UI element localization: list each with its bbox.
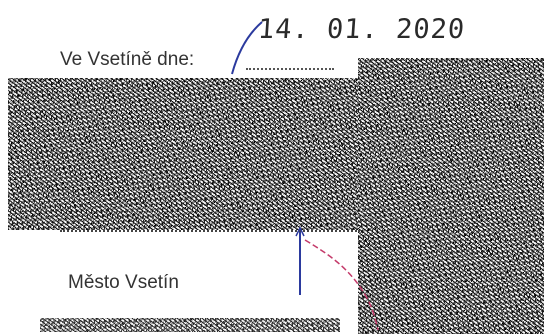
redacted-footer bbox=[40, 318, 340, 332]
redacted-area bbox=[8, 78, 366, 230]
signatory-name: Město Vsetín bbox=[68, 272, 179, 293]
stamp-date: 14. 01. 2020 bbox=[256, 14, 467, 45]
place-date-label: Ve Vsetíně dne: bbox=[60, 49, 195, 70]
signature-dotted-line bbox=[60, 230, 360, 232]
date-dotted-line bbox=[246, 68, 334, 70]
redacted-stamp-area bbox=[358, 58, 544, 334]
